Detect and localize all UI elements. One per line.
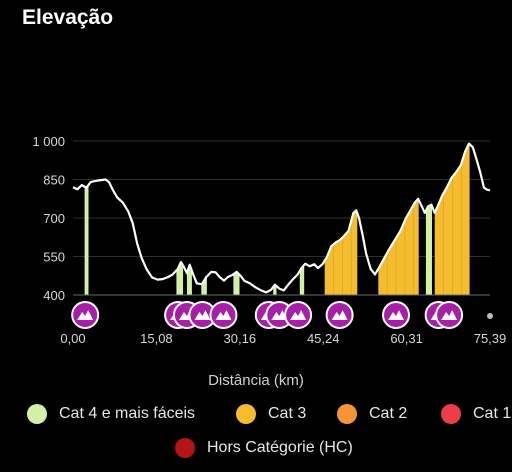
y-tick-label: 400 [43,288,65,303]
legend: Cat 4 e mais fáceis Cat 3 Cat 2 Cat 1 Ho… [0,404,512,472]
climb-segment-cat4[interactable] [299,264,305,295]
legend-label-cat4: Cat 4 e mais fáceis [59,405,196,422]
x-tick-label: 15,08 [140,331,173,346]
legend-item-cat2[interactable]: Cat 2 [337,404,407,424]
climb-marker-icon[interactable] [71,301,100,329]
legend-label-cat1: Cat 1 [473,405,512,422]
legend-item-hc[interactable]: Hors Catégorie (HC) [175,438,353,458]
climb-marker-icon[interactable] [435,301,464,329]
axis-end-dot [487,313,493,319]
page-title: Elevação [22,6,114,29]
legend-item-cat3[interactable]: Cat 3 [236,404,306,424]
climb-segment-cat4[interactable] [233,271,240,295]
climb-marker-icon[interactable] [209,301,238,329]
legend-swatch-hc [175,438,195,458]
legend-label-cat3: Cat 3 [268,405,307,422]
climb-marker-icon[interactable] [382,301,411,329]
x-axis-label: Distância (km) [208,372,304,389]
climb-segment-cat4[interactable] [425,204,432,295]
legend-swatch-cat1 [441,404,461,424]
y-tick-label: 850 [43,173,65,188]
climb-segment-cat4[interactable] [201,276,207,296]
elevation-chart[interactable]: 400 550 700 850 1 000 0,00 15,08 30,16 45,24 60,3… [0,0,512,372]
x-tick-label: 30,16 [224,331,257,346]
climb-marker-icon[interactable] [284,301,313,329]
x-tick-label: 45,24 [307,331,340,346]
legend-label-hc: Hors Catégorie (HC) [207,439,353,456]
legend-swatch-cat3 [236,404,256,424]
elevation-line [72,142,491,294]
legend-label-cat2: Cat 2 [369,405,408,422]
x-tick-label: 0,00 [60,331,85,346]
climb-segment-cat4[interactable] [176,262,184,295]
legend-item-cat1[interactable]: Cat 1 [441,404,511,424]
climb-marker-icon[interactable] [325,301,354,329]
x-tick-label: 60,31 [390,331,423,346]
climb-segment-cat3[interactable] [378,198,419,295]
x-tick-label: 75,39 [474,331,507,346]
y-tick-label: 700 [43,211,65,226]
y-tick-label: 1 000 [32,134,65,149]
climb-segment-cat4[interactable] [84,184,89,295]
y-tick-label: 550 [43,250,65,265]
legend-item-cat4[interactable]: Cat 4 e mais fáceis [27,404,195,424]
legend-swatch-cat2 [337,404,357,424]
legend-swatch-cat4 [27,404,47,424]
